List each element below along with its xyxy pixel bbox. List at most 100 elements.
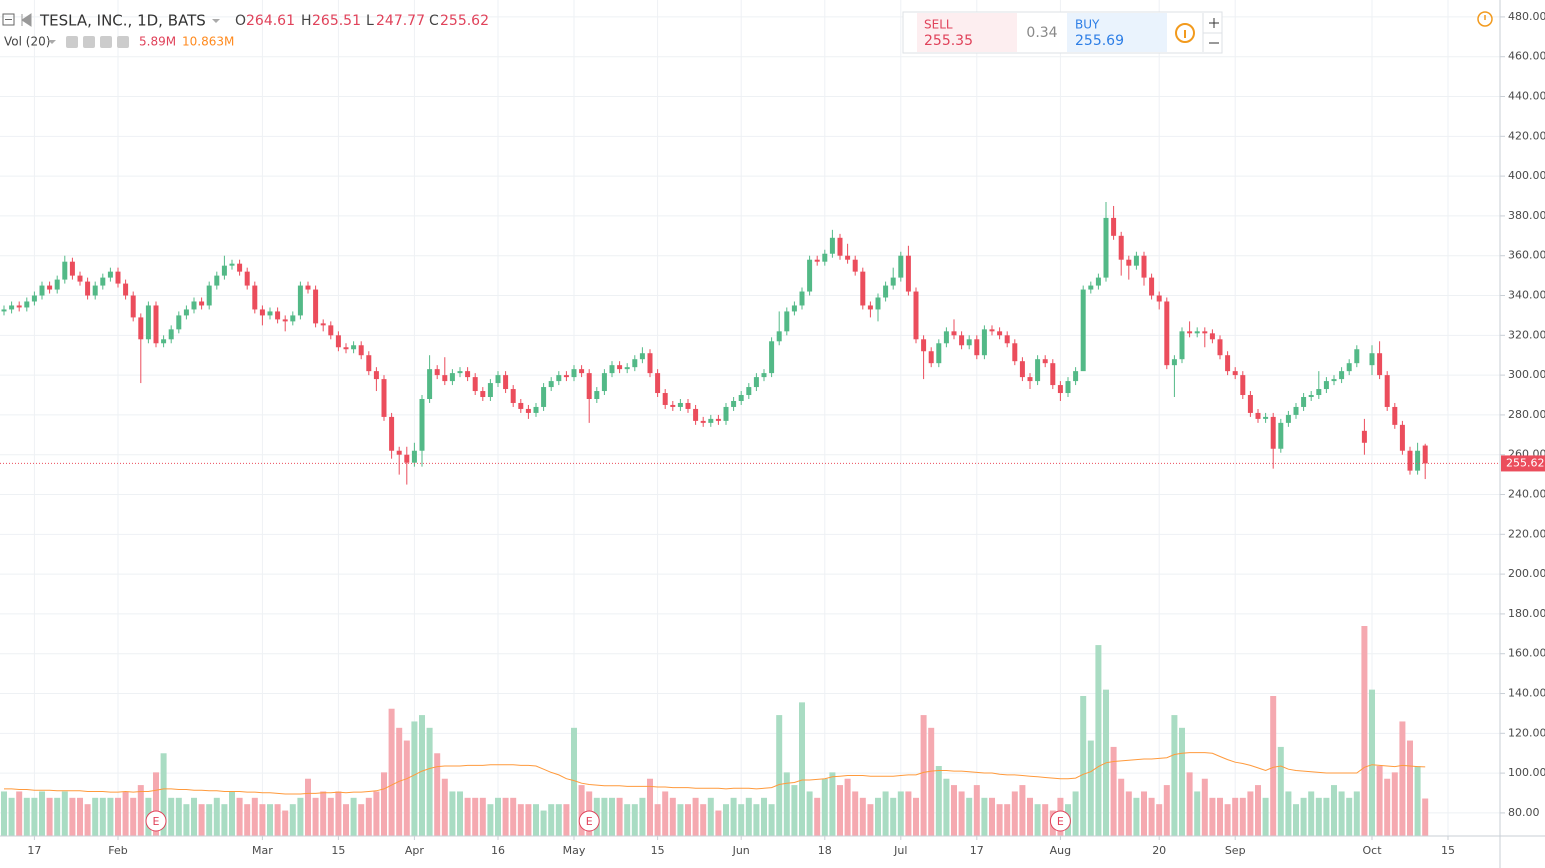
volume-bar (1346, 797, 1353, 836)
y-tick-label: 100.00 (1508, 766, 1545, 779)
zoom-in[interactable] (1209, 18, 1219, 28)
candle-body (715, 418, 721, 421)
volume-bar (1042, 804, 1049, 836)
volume-bar (449, 791, 456, 836)
candle-body (328, 325, 334, 336)
icon-eye[interactable] (66, 36, 78, 48)
candle-body (1346, 363, 1352, 372)
icon-remove[interactable] (117, 36, 129, 48)
x-tick-label: Aug (1050, 844, 1071, 857)
x-tick-label: Oct (1362, 844, 1382, 857)
volume-bar (1361, 626, 1368, 836)
volume-bar (297, 797, 304, 836)
candle-body (609, 365, 615, 374)
volume-bar (282, 810, 289, 836)
volume-bar (867, 804, 874, 836)
candle-body (77, 275, 83, 282)
candle-body (434, 369, 440, 376)
volume-bar (46, 797, 53, 836)
icon-settings[interactable] (83, 36, 95, 48)
volume-bar (837, 785, 843, 836)
candle-body (130, 295, 136, 318)
candle-body (85, 281, 91, 296)
candle-body (1240, 375, 1246, 396)
candle-body (943, 331, 949, 344)
volume-bar (1308, 791, 1315, 836)
icon-add[interactable] (100, 36, 112, 48)
volume-bar (821, 778, 828, 836)
candle-body (237, 263, 243, 272)
earnings-marker[interactable] (1049, 810, 1071, 832)
y-tick-label: 460.00 (1508, 50, 1545, 63)
y-tick-label: 120.00 (1508, 726, 1545, 739)
axes: 80.00 100.00 120.00 140.00 160.00 180.00 200.0… (27, 10, 1545, 857)
volume-bar (814, 797, 821, 836)
dropdown-arrow[interactable] (48, 40, 56, 44)
symbol-flag (21, 13, 32, 27)
candle-body (738, 395, 744, 401)
candle-body (282, 319, 288, 322)
candle-body (997, 331, 1003, 336)
volume-bar (935, 766, 942, 836)
earnings-marker[interactable] (578, 810, 600, 832)
ohlc-value: 264.61 (246, 13, 295, 29)
volume-bar (1163, 785, 1170, 836)
volume-bar (723, 804, 729, 836)
volume-bar (153, 772, 159, 836)
x-tick-label: 15 (651, 844, 665, 857)
candle-body (54, 279, 60, 290)
candle-body (852, 259, 858, 272)
candle-body (275, 311, 281, 320)
candle-body (206, 285, 212, 306)
volume-bar (1118, 778, 1125, 836)
candle-body (1407, 450, 1413, 471)
volume-bar (16, 791, 23, 836)
y-tick-label: 340.00 (1508, 289, 1545, 302)
volume-bar (1414, 766, 1421, 836)
x-tick-label: 17 (27, 844, 41, 857)
volume-bar (1407, 740, 1413, 836)
volume-bar (829, 772, 836, 836)
ohlc-letter: H (301, 13, 312, 29)
candle-body (677, 402, 683, 407)
volume-bar (1095, 645, 1102, 836)
candle-body (1285, 414, 1291, 423)
candle-body (1316, 389, 1322, 396)
candle-body (1171, 359, 1177, 366)
y-tick-label: 280.00 (1508, 408, 1545, 421)
volume-bar (213, 797, 220, 836)
candle-body (1422, 445, 1428, 464)
volume-bar (115, 797, 121, 836)
candle-body (662, 393, 668, 405)
volume-bar (692, 797, 699, 836)
volume-bar (1148, 797, 1155, 836)
x-tick-label: 15 (1441, 844, 1455, 857)
volume-bar (852, 791, 859, 836)
volume-bar (609, 797, 615, 836)
earnings-marker[interactable] (145, 810, 167, 832)
y-tick-label: 160.00 (1508, 647, 1545, 660)
volume-bar (1232, 797, 1239, 836)
volume-bar (897, 791, 904, 836)
candle-body (1103, 217, 1109, 278)
y-tick-label: 220.00 (1508, 527, 1545, 540)
volume-bar (259, 804, 266, 836)
candle-body (951, 331, 957, 336)
alert-icon[interactable] (1477, 11, 1493, 27)
volume-bar (517, 804, 524, 836)
volume-bar (1194, 791, 1201, 836)
volume-bar (1133, 797, 1140, 836)
y-tick-label: 80.00 (1508, 806, 1540, 819)
y-tick-label: 480.00 (1508, 10, 1545, 23)
volume-bar (859, 797, 866, 836)
sell-button[interactable] (917, 13, 1017, 52)
candle-body (1293, 406, 1299, 415)
candle-body (487, 383, 493, 398)
candle-body (799, 291, 805, 306)
buy-button[interactable] (1067, 13, 1167, 52)
volume-bar (913, 797, 919, 836)
info-icon[interactable] (1175, 23, 1195, 43)
candle-body (563, 375, 569, 378)
dropdown-arrow[interactable] (212, 19, 220, 23)
collapse-icon[interactable] (2, 13, 15, 26)
